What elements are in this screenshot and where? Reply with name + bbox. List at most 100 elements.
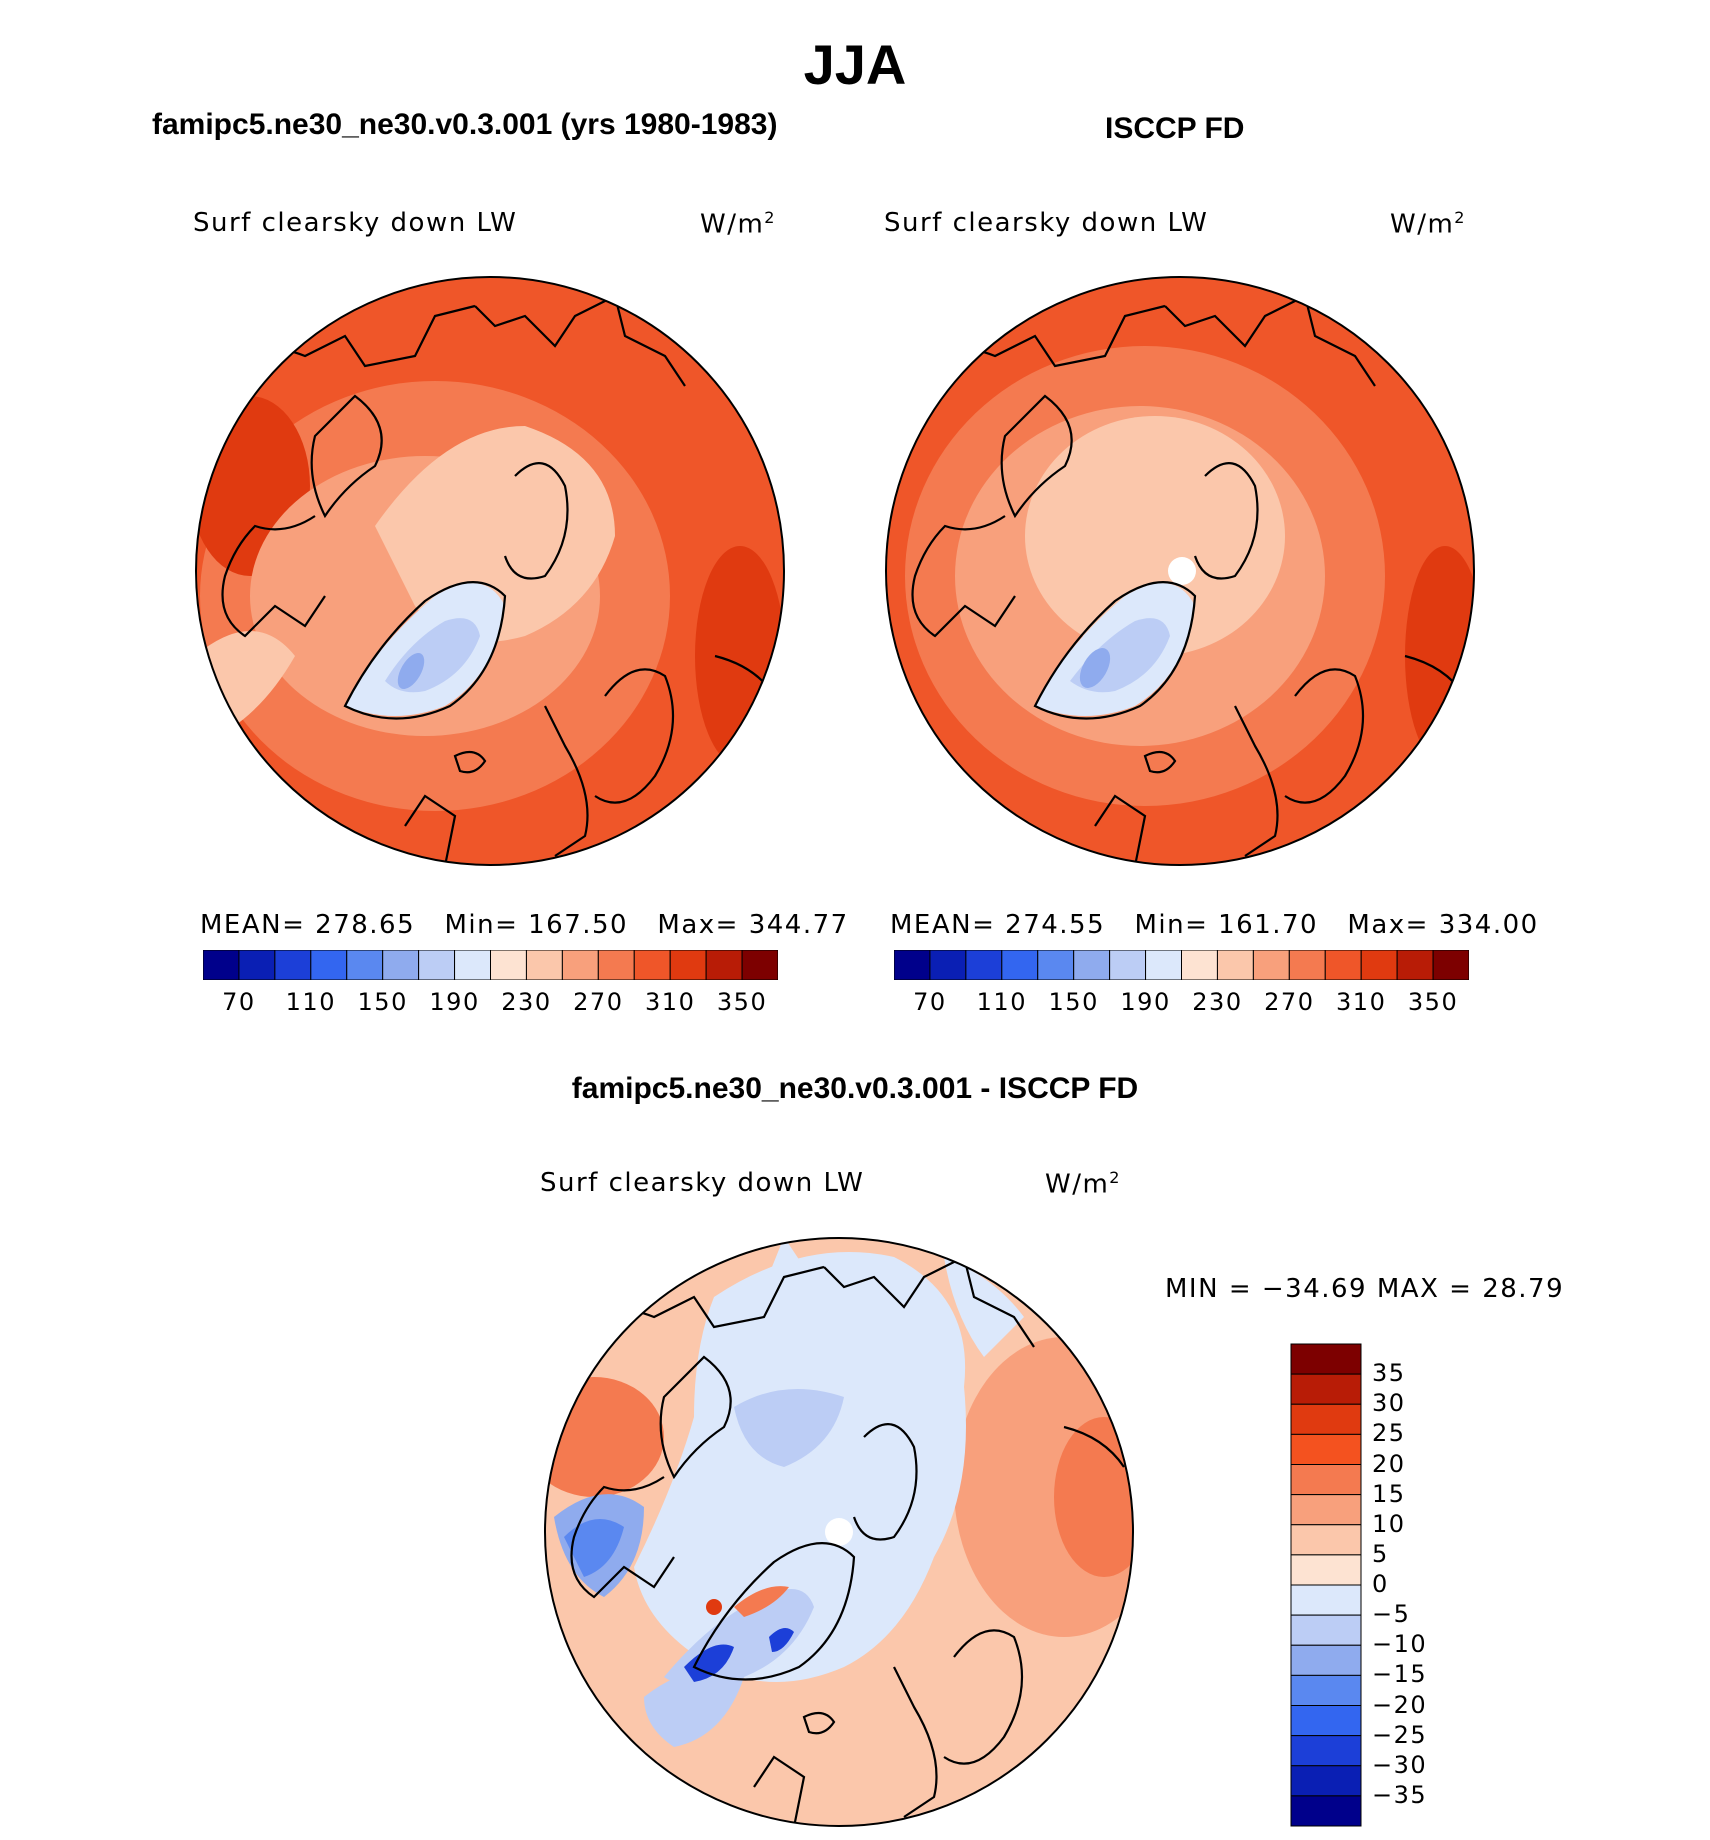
colorbar-swatch <box>1290 1494 1362 1526</box>
colorbar-tick-label: 5 <box>1372 1539 1389 1568</box>
diff-band-5b <box>644 1670 744 1747</box>
colorbar-swatch <box>894 950 931 980</box>
colorbar-swatch <box>454 950 491 980</box>
colorbar-tick-label: 310 <box>645 988 696 1016</box>
difference-minmax: MIN = −34.69 MAX = 28.79 <box>1165 1274 1565 1304</box>
colorbar-swatch <box>669 950 707 980</box>
difference-title: famipc5.ne30_ne30.v0.3.001 - ISCCP FD <box>571 1072 1139 1105</box>
colorbar-swatch <box>1073 950 1111 980</box>
colorbar-tick-label: 230 <box>1192 988 1243 1016</box>
panel-2-colorbar <box>894 950 1469 980</box>
panel-2-polar-map <box>885 276 1475 866</box>
panel-1-title: famipc5.ne30_ne30.v0.3.001 (yrs 1980-198… <box>152 108 778 141</box>
greenland-diff-strong-neg-2 <box>769 1628 794 1652</box>
panel-1-polar-map <box>195 276 785 866</box>
colorbar-tick-label: −5 <box>1372 1600 1411 1629</box>
difference-polar-map <box>544 1237 1134 1827</box>
diff-band-15neg <box>564 1519 624 1577</box>
colorbar-swatch <box>238 950 276 980</box>
greenland-diff-strong-neg <box>684 1644 734 1682</box>
colorbar-swatch <box>1290 1433 1362 1465</box>
panel-1-colorbar-ticks: 70 110 150 190 230 270 310 350 <box>203 988 778 1020</box>
colorbar-swatch <box>561 950 599 980</box>
diff-band-5 <box>734 1389 844 1467</box>
panel-2-colorbar-ticks: 70 110 150 190 230 270 310 350 <box>894 988 1469 1020</box>
colorbar-swatch <box>1324 950 1362 980</box>
colorbar-tick-label: 190 <box>429 988 480 1016</box>
colorbar-swatch <box>1290 1735 1362 1767</box>
colorbar-tick-label: 25 <box>1372 1419 1406 1448</box>
panel-1-colorbar <box>203 950 778 980</box>
colorbar-swatch <box>1290 1524 1362 1556</box>
contour-band-230 <box>1025 416 1285 656</box>
colorbar-swatch <box>1216 950 1254 980</box>
contour-band-230 <box>375 426 615 642</box>
colorbar-tick-label: 350 <box>1407 988 1459 1016</box>
colorbar-swatch <box>965 950 1003 980</box>
colorbar-swatch <box>1290 1705 1362 1737</box>
diff-band-0c <box>944 1257 1024 1357</box>
colorbar-swatch <box>1290 1373 1362 1405</box>
greenland-band-170 <box>397 652 425 690</box>
colorbar-swatch <box>1396 950 1434 980</box>
colorbar-swatch <box>1109 950 1147 980</box>
colorbar-swatch <box>1290 1584 1362 1616</box>
pole-missing-data <box>1168 557 1196 585</box>
colorbar-tick-label: 150 <box>1048 988 1099 1016</box>
main-title: JJA <box>803 33 907 96</box>
colorbar-tick-label: 10 <box>1372 1509 1406 1538</box>
colorbar-swatch <box>597 950 635 980</box>
colorbar-swatch <box>490 950 527 980</box>
colorbar-tick-label: 110 <box>976 988 1027 1016</box>
colorbar-swatch <box>929 950 967 980</box>
panel-1-variable-label: Surf clearsky down LW <box>193 208 518 238</box>
difference-variable-label: Surf clearsky down LW <box>540 1168 865 1198</box>
colorbar-tick-label: −20 <box>1372 1690 1428 1719</box>
diff-band-0 <box>634 1252 966 1682</box>
difference-colorbar-ticks: 35 30 25 20 15 10 5 0 −5 −10 −15 −20 −25 −30 −35 <box>1372 1343 1492 1827</box>
colorbar-swatch <box>1290 1614 1362 1646</box>
colorbar-swatch <box>418 950 456 980</box>
colorbar-tick-label: 350 <box>716 988 768 1016</box>
colorbar-swatch <box>1290 1795 1362 1827</box>
colorbar-swatch <box>1001 950 1039 980</box>
colorbar-swatch <box>525 950 563 980</box>
colorbar-tick-label: 70 <box>913 988 947 1016</box>
colorbar-swatch <box>1037 950 1075 980</box>
colorbar-tick-label: 310 <box>1336 988 1387 1016</box>
pole-missing-data <box>825 1518 853 1546</box>
colorbar-swatch <box>1290 1403 1362 1435</box>
map-border <box>544 1237 1134 1827</box>
colorbar-tick-label: 150 <box>357 988 408 1016</box>
colorbar-swatch <box>1290 1644 1362 1676</box>
map-border <box>885 276 1475 866</box>
diff-band-0b <box>708 1238 824 1457</box>
colorbar-tick-label: −15 <box>1372 1660 1428 1689</box>
colorbar-swatch <box>1290 1674 1362 1706</box>
panel-2-variable-label: Surf clearsky down LW <box>884 208 1209 238</box>
colorbar-tick-label: 70 <box>222 988 256 1016</box>
colorbar-tick-label: −30 <box>1372 1750 1428 1779</box>
colorbar-swatch <box>1145 950 1182 980</box>
colorbar-swatch <box>705 950 743 980</box>
colorbar-tick-label: −35 <box>1372 1780 1428 1809</box>
colorbar-swatch <box>310 950 348 980</box>
colorbar-swatch <box>1290 1765 1362 1797</box>
colorbar-tick-label: −25 <box>1372 1720 1428 1749</box>
colorbar-swatch <box>1290 1343 1362 1375</box>
difference-units-label: W/m2 <box>1045 1168 1121 1200</box>
panel-2-stats: MEAN= 274.55 Min= 161.70 Max= 334.00 <box>890 910 1539 940</box>
colorbar-tick-label: 20 <box>1372 1449 1406 1478</box>
colorbar-tick-label: 270 <box>1264 988 1315 1016</box>
colorbar-tick-label: 35 <box>1372 1359 1406 1388</box>
panel-2-units-label: W/m2 <box>1390 208 1466 240</box>
colorbar-swatch <box>1288 950 1326 980</box>
colorbar-swatch <box>346 950 384 980</box>
panel-1-units-label: W/m2 <box>700 208 776 240</box>
colorbar-tick-label: 0 <box>1372 1570 1389 1598</box>
colorbar-swatch <box>382 950 420 980</box>
panel-1-stats: MEAN= 278.65 Min= 167.50 Max= 344.77 <box>200 910 849 940</box>
colorbar-tick-label: 110 <box>285 988 336 1016</box>
colorbar-tick-label: 30 <box>1372 1389 1406 1418</box>
colorbar-tick-label: 15 <box>1372 1479 1406 1508</box>
